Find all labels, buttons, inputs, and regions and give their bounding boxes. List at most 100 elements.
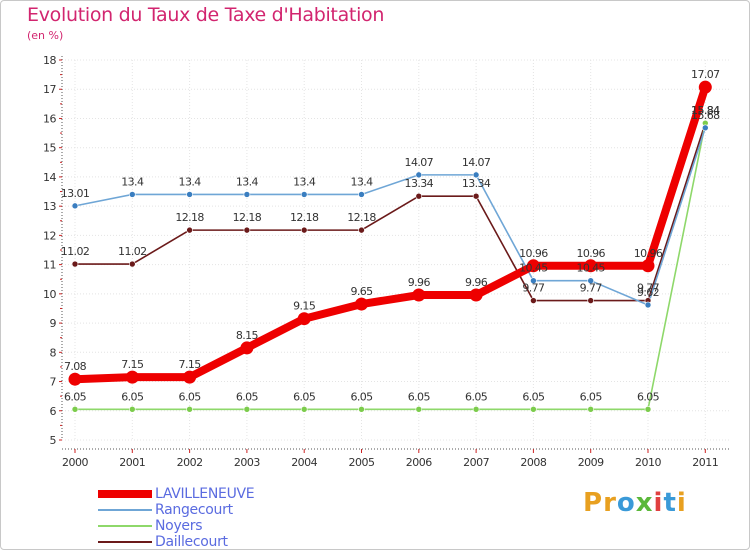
y-tick-label: 5 [50, 434, 57, 447]
series-line-daillecourt [74, 122, 707, 302]
data-label-rangecourt: 13.4 [350, 175, 373, 188]
y-tick-label: 7 [50, 376, 57, 389]
data-label-rangecourt: 13.4 [179, 175, 202, 188]
data-label-daillecourt: 9.77 [637, 282, 660, 295]
legend-swatch-noyers [98, 525, 152, 527]
y-tick-label: 15 [43, 142, 56, 155]
data-point-rangecourt [587, 277, 595, 284]
data-label-rangecourt: 13.4 [236, 175, 259, 188]
data-point-daillecourt [358, 226, 365, 234]
data-point-noyers [358, 406, 365, 413]
data-label-lavilleneuve: 17.07 [691, 68, 720, 81]
data-point-lavilleneuve [641, 259, 655, 273]
legend-label-daillecourt: Daillecourt [155, 534, 228, 550]
x-tick-label: 2004 [291, 456, 317, 469]
data-label-rangecourt: 14.07 [405, 156, 434, 169]
data-point-daillecourt [300, 226, 308, 234]
x-tick-label: 2011 [692, 456, 718, 469]
data-point-lavilleneuve [240, 341, 254, 355]
chart-title: Evolution du Taux de Taxe d'Habitation [27, 4, 385, 26]
data-label-lavilleneuve: 7.15 [179, 358, 202, 371]
x-tick-label: 2001 [119, 456, 145, 469]
data-point-daillecourt [243, 226, 251, 234]
data-label-rangecourt: 10.45 [519, 262, 548, 275]
legend-swatch-lavilleneuve [98, 490, 152, 498]
data-point-lavilleneuve [412, 288, 426, 302]
data-point-daillecourt [587, 297, 595, 304]
x-tick-label: 2008 [520, 456, 546, 469]
data-label-rangecourt: 9.62 [637, 286, 659, 299]
logo-letter: r [603, 488, 617, 518]
series-line-rangecourt [74, 127, 707, 306]
x-tick-label: 2002 [177, 456, 203, 469]
data-point-noyers [472, 406, 480, 413]
x-tick-label: 2010 [635, 456, 661, 469]
data-label-noyers: 6.05 [121, 390, 144, 403]
data-label-rangecourt: 10.45 [576, 262, 605, 275]
data-point-noyers [71, 406, 79, 413]
data-label-daillecourt: 15.84 [691, 104, 720, 117]
x-tick-label: 2006 [406, 456, 432, 469]
data-label-noyers: 6.05 [236, 390, 259, 403]
data-label-rangecourt: 13.01 [61, 187, 90, 200]
data-label-noyers: 15.84 [691, 104, 720, 117]
data-label-lavilleneuve: 10.96 [634, 247, 663, 260]
y-tick-label: 6 [50, 405, 57, 418]
data-label-noyers: 6.05 [64, 390, 87, 403]
data-point-lavilleneuve [125, 370, 139, 384]
data-point-noyers [587, 406, 595, 413]
data-point-noyers [415, 406, 423, 413]
logo-letter: x [635, 488, 654, 518]
proxiti-logo: Proxiti [583, 488, 687, 518]
data-label-noyers: 6.05 [408, 390, 431, 403]
data-label-noyers: 6.05 [522, 390, 545, 403]
data-label-rangecourt: 15.68 [691, 109, 720, 122]
data-point-rangecourt [415, 171, 423, 179]
data-label-lavilleneuve: 9.15 [293, 300, 316, 313]
data-label-noyers: 6.05 [179, 390, 202, 403]
data-point-noyers [129, 406, 136, 413]
data-point-lavilleneuve [469, 288, 483, 302]
data-point-daillecourt [530, 297, 537, 304]
data-label-daillecourt: 13.34 [462, 177, 491, 190]
y-tick-label: 10 [43, 288, 56, 301]
data-label-daillecourt: 9.77 [580, 282, 603, 295]
data-point-rangecourt [129, 191, 136, 198]
data-label-daillecourt: 12.18 [233, 211, 262, 224]
y-tick-label: 13 [43, 200, 56, 213]
data-label-rangecourt: 14.07 [462, 156, 491, 169]
y-tick-label: 18 [43, 54, 56, 67]
data-point-noyers [243, 406, 251, 413]
data-point-rangecourt [644, 301, 652, 309]
logo-letter: t [663, 488, 677, 518]
data-label-noyers: 6.05 [580, 390, 603, 403]
logo-letter: P [583, 488, 604, 518]
legend-swatch-daillecourt [98, 541, 152, 543]
chart-subtitle: (en %) [27, 29, 64, 42]
data-label-lavilleneuve: 9.65 [350, 285, 373, 298]
x-tick-label: 2003 [234, 456, 260, 469]
data-label-daillecourt: 9.77 [522, 282, 545, 295]
data-label-lavilleneuve: 9.96 [465, 276, 488, 289]
data-label-daillecourt: 12.18 [175, 211, 204, 224]
data-label-rangecourt: 13.4 [293, 175, 316, 188]
data-point-lavilleneuve [297, 312, 311, 326]
x-tick-label: 2000 [62, 456, 88, 469]
data-label-noyers: 6.05 [350, 390, 373, 403]
data-label-daillecourt: 11.02 [118, 245, 147, 258]
data-point-daillecourt [71, 260, 79, 268]
y-tick-label: 14 [43, 171, 56, 184]
data-label-lavilleneuve: 7.08 [64, 360, 87, 373]
y-tick-label: 16 [43, 112, 56, 125]
y-tick-label: 12 [43, 229, 56, 242]
data-point-daillecourt [186, 226, 193, 234]
data-label-daillecourt: 12.18 [347, 211, 376, 224]
data-point-noyers [644, 406, 652, 413]
x-tick-label: 2009 [578, 456, 604, 469]
data-point-noyers [530, 406, 537, 413]
data-point-daillecourt [129, 260, 136, 268]
series-line-noyers [74, 122, 707, 411]
data-point-rangecourt [472, 171, 480, 179]
legend-swatch-rangecourt [98, 509, 152, 511]
data-point-noyers [186, 406, 193, 413]
